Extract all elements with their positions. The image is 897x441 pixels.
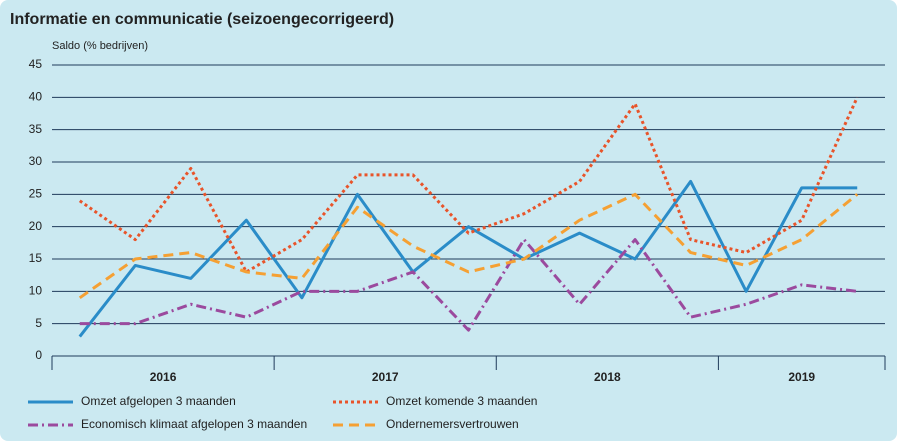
y-axis-label: Saldo (% bedrijven) (52, 40, 148, 52)
y-tick-label: 10 (29, 284, 43, 298)
y-tick-label: 35 (29, 122, 43, 136)
x-tick-label: 2017 (372, 370, 399, 384)
y-tick-label: 30 (29, 154, 43, 168)
y-tick-label: 20 (29, 219, 43, 233)
legend-label: Omzet komende 3 maanden (386, 394, 537, 408)
chart-title: Informatie en communicatie (seizoengecor… (10, 11, 394, 28)
series-line (78, 96, 859, 274)
legend-label: Omzet afgelopen 3 maanden (81, 394, 236, 408)
x-tick-label: 2018 (594, 370, 621, 384)
y-tick-label: 15 (29, 251, 43, 265)
series-line (79, 238, 858, 332)
y-tick-label: 45 (29, 57, 43, 71)
legend-label: Ondernemersvertrouwen (386, 417, 519, 431)
y-tick-label: 5 (35, 316, 42, 330)
series-line (78, 192, 859, 300)
legend-label: Economisch klimaat afgelopen 3 maanden (81, 417, 307, 431)
y-tick-label: 0 (35, 348, 42, 362)
y-tick-label: 40 (29, 90, 43, 104)
x-tick-label: 2016 (150, 370, 177, 384)
x-tick-label: 2019 (788, 370, 815, 384)
series-line (78, 179, 858, 338)
y-tick-label: 25 (29, 187, 43, 201)
